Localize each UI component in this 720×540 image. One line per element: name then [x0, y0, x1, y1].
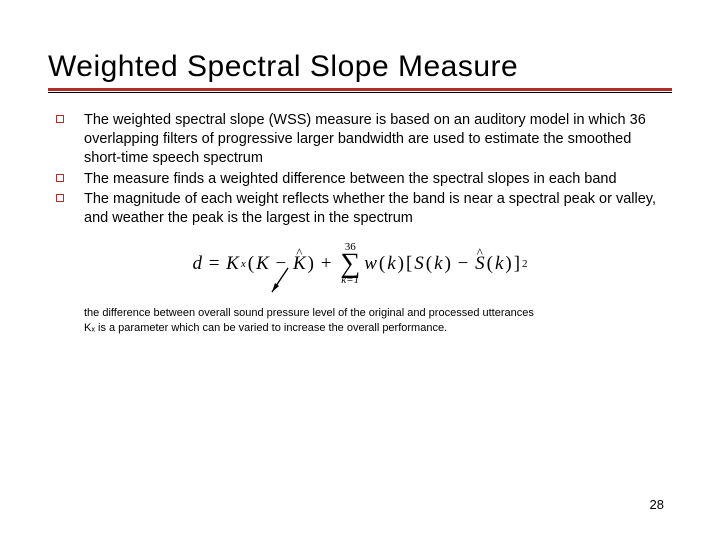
open-paren: ( — [379, 253, 385, 275]
formula-power: 2 — [522, 258, 528, 270]
formula-s-arg: k — [434, 253, 442, 275]
sigma-block: 36 ∑ k=1 — [340, 242, 360, 286]
open-paren: ( — [426, 253, 432, 275]
bullet-text: The measure finds a weighted difference … — [84, 171, 617, 187]
formula-s-a: S — [414, 253, 424, 275]
hat-icon: ^ — [296, 245, 302, 261]
bullet-icon — [56, 115, 64, 123]
bullet-text: The weighted spectral slope (WSS) measur… — [84, 112, 646, 166]
list-item: The measure finds a weighted difference … — [56, 170, 672, 189]
close-paren: ) — [308, 253, 314, 275]
close-paren: ) — [398, 253, 404, 275]
bullet-icon — [56, 174, 64, 182]
close-bracket: ] — [514, 253, 520, 275]
hat-icon: ^ — [477, 245, 483, 261]
bullet-icon — [56, 194, 64, 202]
open-paren: ( — [487, 253, 493, 275]
close-paren: ) — [445, 253, 451, 275]
bullet-list: The weighted spectral slope (WSS) measur… — [48, 111, 672, 228]
close-paren: ) — [505, 253, 511, 275]
formula-s-b-hat: ^S — [475, 253, 485, 275]
footnote-line: Kₓ is a parameter which can be varied to… — [84, 321, 672, 336]
bullet-text: The magnitude of each weight reflects wh… — [84, 191, 656, 226]
formula-coef-sub: x — [241, 258, 246, 270]
slide: Weighted Spectral Slope Measure The weig… — [0, 0, 720, 540]
formula: d = Kx ( K − ^K ) + 36 ∑ k=1 w(k) [ S(k)… — [192, 242, 527, 286]
plus-sign: + — [316, 253, 336, 275]
sigma-bot: k=1 — [341, 275, 359, 286]
formula-weight: w — [364, 253, 377, 275]
formula-weight-arg: k — [387, 253, 395, 275]
list-item: The magnitude of each weight reflects wh… — [56, 190, 672, 228]
page-number: 28 — [650, 497, 664, 512]
formula-block: d = Kx ( K − ^K ) + 36 ∑ k=1 w(k) [ S(k)… — [48, 242, 672, 286]
footnote-line: the difference between overall sound pre… — [84, 306, 672, 321]
open-paren: ( — [248, 253, 254, 275]
slide-title: Weighted Spectral Slope Measure — [48, 50, 672, 84]
open-bracket: [ — [406, 253, 412, 275]
formula-s-arg: k — [495, 253, 503, 275]
minus-sign: − — [453, 253, 473, 275]
equals-sign: = — [204, 253, 224, 275]
formula-lhs: d — [192, 253, 202, 275]
arrow-icon — [266, 266, 296, 300]
title-rule-black — [48, 92, 672, 93]
sigma-icon: ∑ — [340, 253, 360, 275]
list-item: The weighted spectral slope (WSS) measur… — [56, 111, 672, 168]
formula-coef: K — [226, 253, 239, 275]
title-rule-red — [48, 88, 672, 91]
footnote: the difference between overall sound pre… — [48, 306, 672, 336]
